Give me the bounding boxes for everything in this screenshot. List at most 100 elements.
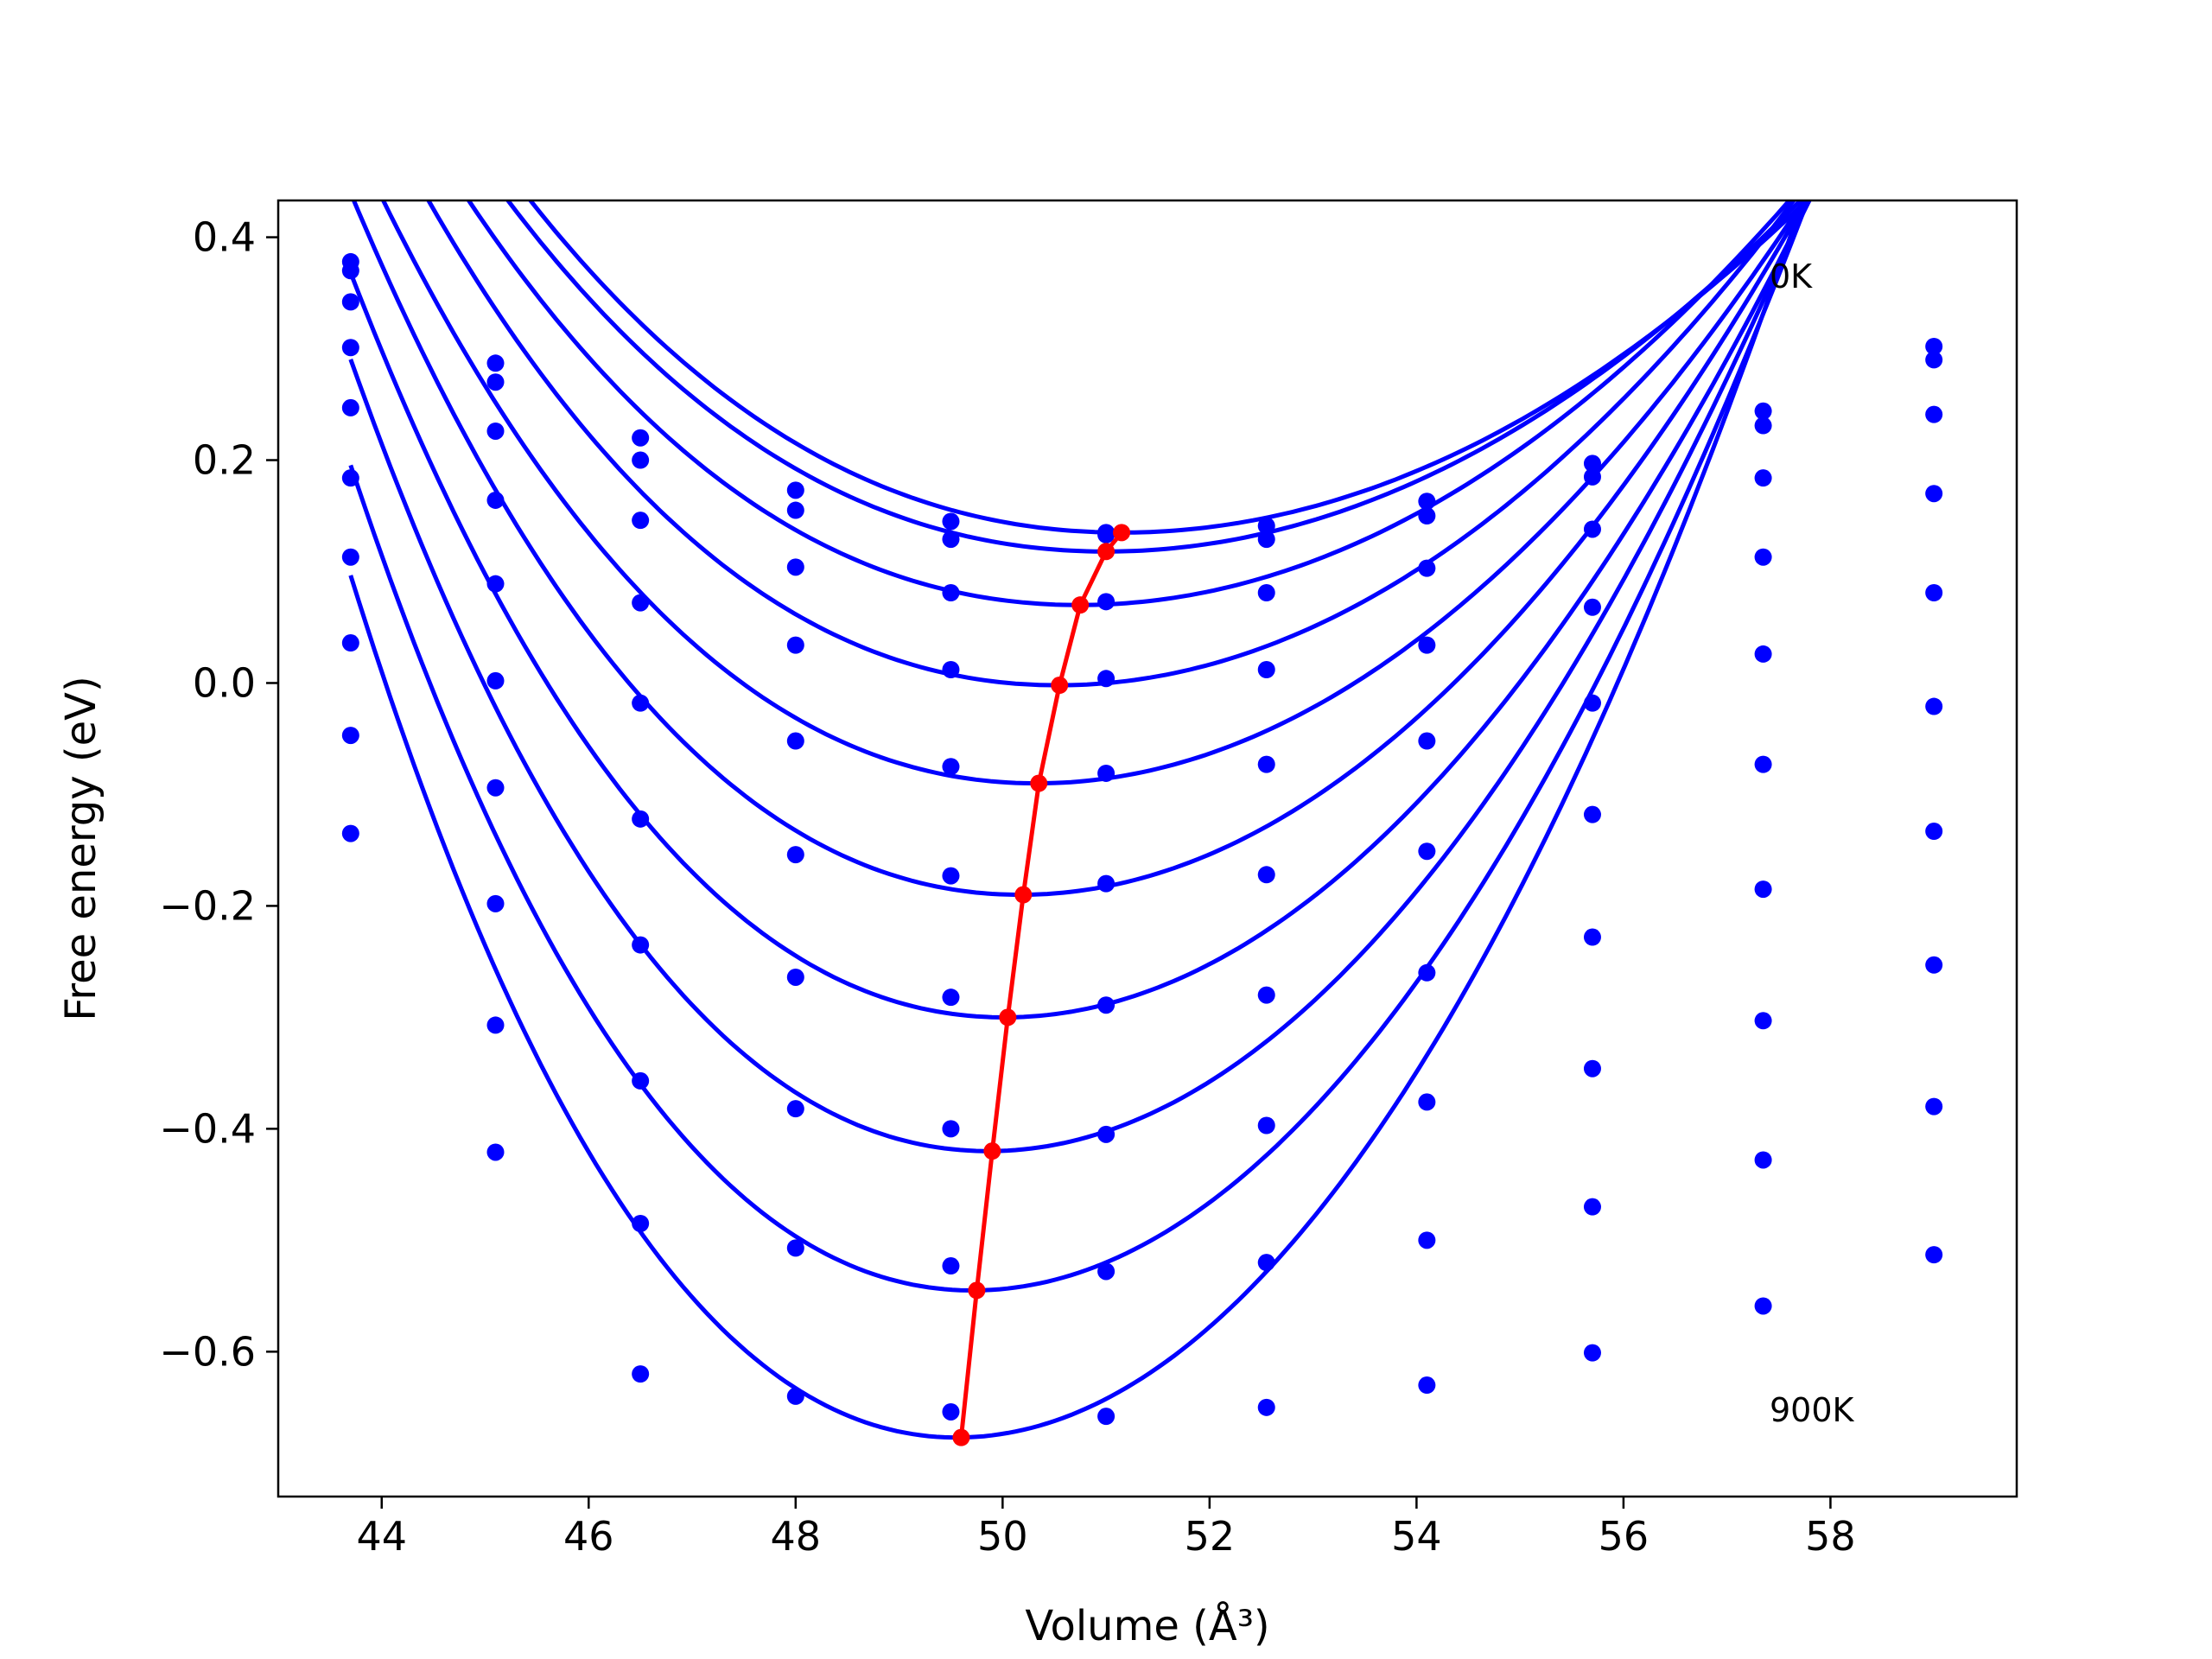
- isotherm-data-point: [1418, 1093, 1436, 1111]
- isotherm-data-point: [341, 398, 359, 416]
- isotherm-data-point: [786, 501, 804, 519]
- isotherm-data-point: [1097, 670, 1116, 688]
- x-tick-label: 54: [1391, 1513, 1442, 1560]
- isotherm-data-point: [486, 373, 505, 391]
- isotherm-data-point: [1097, 996, 1116, 1014]
- axis-ticks: 44 46 48 50 52 54 56 58 −0.6 −0.4 −0.2 0.0 0.2 0.4: [159, 214, 1855, 1560]
- y-tick-label: −0.2: [159, 882, 256, 929]
- isotherm-data-point: [1754, 548, 1772, 566]
- isotherm-data-point: [486, 1143, 505, 1161]
- isotherm-data-point: [786, 558, 804, 576]
- isotherm-data-point: [1925, 337, 1943, 355]
- isotherm-data-point: [1754, 880, 1772, 899]
- isotherm-data-point: [942, 758, 960, 776]
- isotherm-data-point: [486, 894, 505, 912]
- isotherm-data-point: [1925, 697, 1943, 715]
- x-tick-label: 44: [356, 1513, 407, 1560]
- isotherm-data-point: [786, 968, 804, 986]
- equilibrium-point: [968, 1281, 986, 1300]
- isotherm-data-point: [1925, 1246, 1943, 1264]
- annotation-0k: 0K: [1770, 257, 1813, 296]
- plot-frame: [276, 199, 2018, 1498]
- isotherm-data-point: [1754, 755, 1772, 773]
- isotherm-data-point: [942, 1402, 960, 1421]
- equilibrium-point: [999, 1008, 1017, 1027]
- equilibrium-point: [1113, 524, 1131, 542]
- isotherm-data-point: [1754, 416, 1772, 435]
- x-axis-label: Volume (Å³): [1025, 1601, 1269, 1650]
- isotherm-data-point: [1583, 598, 1601, 616]
- isotherm-data-point: [1418, 1376, 1436, 1395]
- isotherm-data-point: [1583, 1059, 1601, 1077]
- isotherm-data-point: [786, 1239, 804, 1257]
- isotherm-data-point: [1097, 593, 1116, 611]
- isotherm-fit-line: [348, 200, 1810, 1154]
- isotherm-data-point: [1097, 1408, 1116, 1426]
- isotherm-data-point: [341, 634, 359, 652]
- isotherm-data-point: [1257, 583, 1275, 601]
- isotherm-fit-line: [380, 200, 1807, 785]
- x-tick-label: 58: [1805, 1513, 1856, 1560]
- isotherm-data-point: [486, 422, 505, 440]
- isotherm-data-point: [1754, 1012, 1772, 1030]
- equilibrium-volume-line: [958, 531, 1124, 1438]
- isotherm-data-point: [341, 262, 359, 280]
- y-tick-label: −0.4: [159, 1105, 256, 1152]
- isotherm-fit-line: [348, 200, 1805, 1440]
- isotherm-data-point: [486, 1016, 505, 1034]
- y-axis-label: Free energy (eV): [57, 676, 105, 1020]
- isotherm-data-point: [942, 660, 960, 678]
- isotherm-data-point: [942, 1257, 960, 1275]
- isotherm-data-point: [1925, 956, 1943, 974]
- isotherm-data-point: [1583, 454, 1601, 473]
- isotherm-fit-line: [351, 200, 1808, 897]
- equilibrium-point: [1097, 543, 1116, 561]
- isotherm-data-point: [1583, 928, 1601, 946]
- isotherm-data-point: [942, 583, 960, 601]
- isotherm-data-point: [1925, 351, 1943, 369]
- x-tick-label: 52: [1185, 1513, 1236, 1560]
- isotherm-data-point: [1754, 469, 1772, 487]
- isotherm-data-point: [942, 867, 960, 885]
- isotherm-data-point: [341, 824, 359, 842]
- equilibrium-point: [952, 1428, 970, 1446]
- isotherm-data-point: [1925, 485, 1943, 503]
- isotherm-data-point: [1925, 405, 1943, 423]
- isotherm-data-point: [942, 512, 960, 531]
- isotherm-data-point: [341, 339, 359, 357]
- isotherm-data-point: [632, 512, 650, 530]
- isotherm-data-point: [632, 1365, 650, 1383]
- isotherm-data-point: [1754, 1297, 1772, 1315]
- annotation-900k: 900K: [1770, 1391, 1855, 1429]
- isotherm-data-point: [1097, 874, 1116, 893]
- isotherm-data-point: [786, 1100, 804, 1118]
- y-tick-label: 0.2: [193, 437, 256, 484]
- x-tick-label: 56: [1599, 1513, 1649, 1560]
- isotherm-data-point: [942, 531, 960, 549]
- plot-content: [341, 200, 1943, 1446]
- isotherm-data-point: [1418, 842, 1436, 861]
- isotherm-data-point: [1418, 636, 1436, 654]
- x-tick-label: 46: [563, 1513, 614, 1560]
- isotherm-data-point: [486, 354, 505, 372]
- isotherm-data-point: [341, 293, 359, 311]
- isotherm-data-point: [1257, 531, 1275, 549]
- isotherm-data-point: [341, 727, 359, 745]
- isotherm-fit-line: [426, 200, 1796, 688]
- isotherm-data-point: [1257, 660, 1275, 678]
- isotherm-data-point: [786, 636, 804, 654]
- equilibrium-point: [1071, 596, 1090, 614]
- x-tick-label: 50: [977, 1513, 1028, 1560]
- x-tick-label: 48: [771, 1513, 822, 1560]
- isotherm-data-point: [1925, 583, 1943, 601]
- isotherm-data-point: [1097, 1262, 1116, 1281]
- isotherm-data-point: [1418, 1231, 1436, 1249]
- isotherm-data-point: [632, 429, 650, 447]
- isotherm-data-point: [1418, 732, 1436, 750]
- isotherm-data-point: [1257, 1116, 1275, 1135]
- isotherm-data-point: [1257, 866, 1275, 884]
- isotherm-data-point: [1257, 755, 1275, 773]
- isotherm-data-point: [786, 846, 804, 864]
